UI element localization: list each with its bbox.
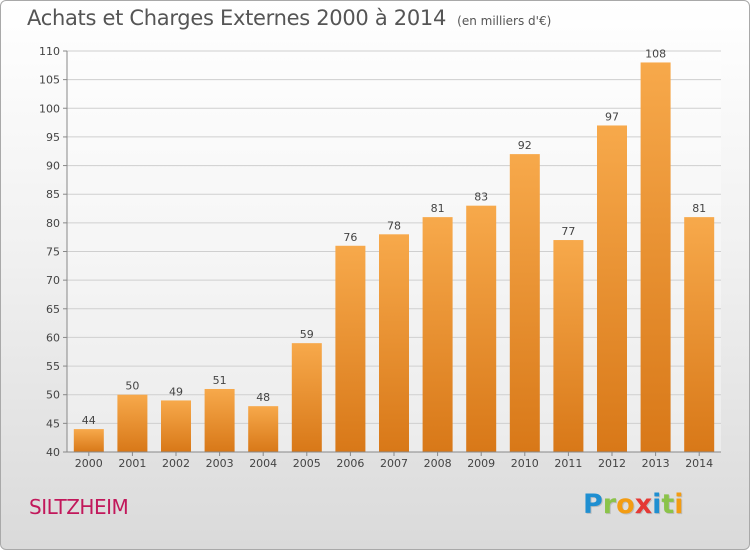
data-label-2014: 81 [692,202,706,215]
bar-2004 [248,406,279,452]
data-label-2008: 81 [431,202,445,215]
bar-2011 [553,240,584,452]
bar-2013 [640,62,671,452]
y-tick-label: 75 [46,246,60,259]
logo-letter: i [652,489,662,520]
bar-2007 [379,234,409,452]
data-label-2004: 48 [256,391,270,404]
y-tick-label: 45 [46,417,60,430]
y-tick-label: 40 [46,446,60,459]
x-tick-label-2001: 2001 [118,457,146,470]
bar-2005 [291,343,322,452]
y-tick-label: 55 [46,360,60,373]
chart-title: Achats et Charges Externes 2000 à 2014 [27,6,447,30]
y-tick-label: 105 [39,74,60,87]
x-tick-label-2004: 2004 [249,457,277,470]
bar-2014 [684,217,715,452]
commune-name: SILTZHEIM [29,495,129,519]
data-label-2011: 77 [561,225,575,238]
x-tick-label-2013: 2013 [642,457,670,470]
data-label-2005: 59 [300,328,314,341]
y-tick-label: 100 [39,102,60,115]
data-label-2001: 50 [125,380,139,393]
bar-2012 [597,125,627,452]
y-tick-label: 110 [39,45,60,58]
y-tick-label: 50 [46,389,60,402]
chart-title-block: Achats et Charges Externes 2000 à 2014 (… [27,6,551,30]
x-tick-label-2014: 2014 [685,457,713,470]
y-tick-label: 80 [46,217,60,230]
y-tick-label: 90 [46,160,60,173]
y-tick-label: 65 [46,303,60,316]
x-tick-label-2005: 2005 [293,457,321,470]
data-label-2012: 97 [605,110,619,123]
x-tick-label-2002: 2002 [162,457,190,470]
x-tick-label-2006: 2006 [336,457,364,470]
y-tick-label: 60 [46,331,60,344]
x-tick-label-2010: 2010 [511,457,539,470]
bar-2001 [117,394,148,452]
data-label-2000: 44 [82,414,96,427]
data-label-2010: 92 [518,139,532,152]
y-tick-label: 85 [46,188,60,201]
bar-2008 [422,217,453,452]
logo-letter: r [602,489,617,520]
data-label-2006: 76 [343,231,357,244]
proxiti-logo: Proxiti [583,489,684,520]
x-tick-label-2009: 2009 [467,457,495,470]
bar-2009 [466,205,497,452]
data-label-2013: 108 [645,47,666,60]
x-tick-label-2003: 2003 [206,457,234,470]
bar-2010 [509,154,540,452]
data-label-2007: 78 [387,219,401,232]
y-tick-label: 95 [46,131,60,144]
x-tick-label-2012: 2012 [598,457,626,470]
logo-letter: P [583,489,603,520]
logo-letter: t [661,489,675,520]
x-tick-label-2007: 2007 [380,457,408,470]
chart-unit-label: (en milliers d'€) [457,14,552,28]
logo-letter: i [674,489,684,520]
x-tick-label-2011: 2011 [554,457,582,470]
logo-letter: x [634,489,653,520]
bar-2000 [73,429,104,452]
x-tick-label-2000: 2000 [75,457,103,470]
bar-2006 [335,245,366,452]
logo-letter: o [616,489,635,520]
bar-2003 [204,388,235,452]
data-label-2003: 51 [213,374,227,387]
y-tick-label: 70 [46,274,60,287]
data-label-2009: 83 [474,191,488,204]
bar-2002 [161,400,191,452]
data-label-2002: 49 [169,385,183,398]
x-tick-label-2008: 2008 [424,457,452,470]
